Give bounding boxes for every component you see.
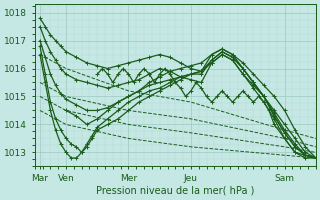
X-axis label: Pression niveau de la mer( hPa ): Pression niveau de la mer( hPa ): [96, 186, 254, 196]
